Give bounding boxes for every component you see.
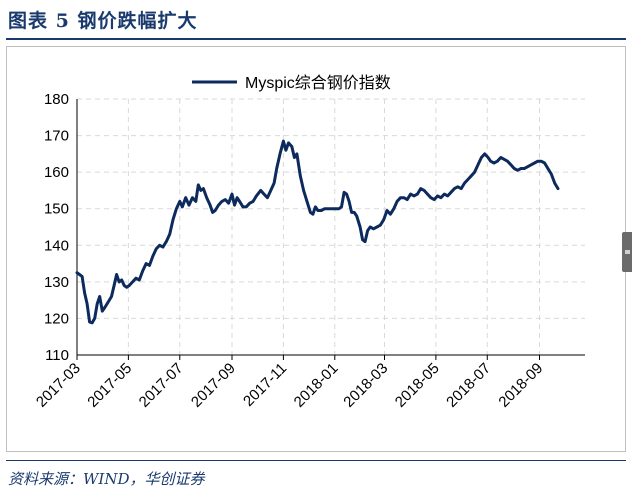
y-tick-label: 180 (44, 91, 69, 108)
series-line-0 (75, 139, 560, 325)
y-tick-label: 160 (44, 164, 69, 181)
grid-lines (76, 98, 585, 355)
x-tick-label: 2017-11 (240, 360, 290, 410)
x-tick-label: 2018-03 (340, 360, 391, 411)
title-divider (6, 38, 626, 40)
series-layer (75, 139, 560, 325)
x-tick-label: 2017-05 (84, 360, 135, 411)
y-tick-label: 150 (44, 201, 69, 218)
y-tick-label: 110 (45, 347, 69, 364)
x-tick-label: 2018-01 (291, 360, 342, 411)
chart-frame: 110 120 130 140 150 160 170 180 2017-03 2017-05 20… (6, 46, 626, 452)
x-tick-label: 2018-05 (392, 360, 443, 411)
y-tick-label: 170 (44, 128, 69, 145)
x-tick-label: 2017-09 (188, 360, 239, 411)
legend-label: Myspic综合钢价指数 (245, 74, 391, 92)
figure-title: 图表 5 钢价跌幅扩大 (8, 10, 198, 32)
x-tick-label: 2017-07 (136, 360, 187, 411)
y-tick-label: 140 (44, 237, 69, 254)
x-tick-label: 2017-03 (33, 360, 84, 411)
legend: Myspic综合钢价指数 (192, 74, 391, 92)
footer-divider (6, 460, 626, 461)
y-tick-label: 120 (44, 310, 69, 327)
y-tick-label: 130 (44, 274, 69, 291)
x-tick-label: 2018-07 (443, 360, 494, 411)
x-tick-label: 2018-09 (495, 360, 546, 411)
side-scroll-tab[interactable] (622, 232, 632, 272)
source-note: 资料来源：WIND，华创证券 (8, 470, 205, 488)
